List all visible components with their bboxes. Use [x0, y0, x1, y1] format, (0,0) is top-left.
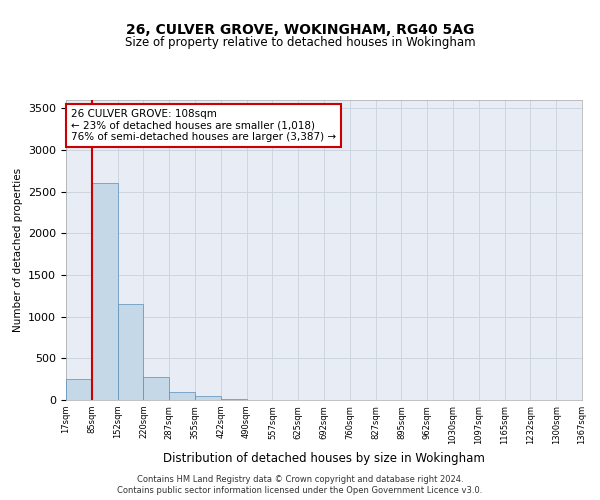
Bar — [169, 392, 195, 400]
Text: Size of property relative to detached houses in Wokingham: Size of property relative to detached ho… — [125, 36, 475, 49]
Bar — [66, 379, 92, 400]
Bar — [92, 182, 118, 400]
Text: 26 CULVER GROVE: 108sqm
← 23% of detached houses are smaller (1,018)
76% of semi: 26 CULVER GROVE: 108sqm ← 23% of detache… — [71, 109, 336, 142]
Y-axis label: Number of detached properties: Number of detached properties — [13, 168, 23, 332]
Bar — [221, 398, 247, 400]
Text: Contains HM Land Registry data © Crown copyright and database right 2024.
Contai: Contains HM Land Registry data © Crown c… — [118, 476, 482, 494]
Text: 26, CULVER GROVE, WOKINGHAM, RG40 5AG: 26, CULVER GROVE, WOKINGHAM, RG40 5AG — [126, 23, 474, 37]
X-axis label: Distribution of detached houses by size in Wokingham: Distribution of detached houses by size … — [163, 452, 485, 466]
Bar — [118, 304, 143, 400]
Bar — [195, 396, 221, 400]
Bar — [143, 377, 169, 400]
